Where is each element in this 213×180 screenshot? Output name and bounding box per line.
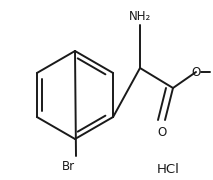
Text: Br: Br xyxy=(61,160,75,173)
Text: HCl: HCl xyxy=(157,163,179,176)
Text: O: O xyxy=(191,66,201,78)
Text: NH₂: NH₂ xyxy=(129,10,151,23)
Text: O: O xyxy=(157,126,167,139)
